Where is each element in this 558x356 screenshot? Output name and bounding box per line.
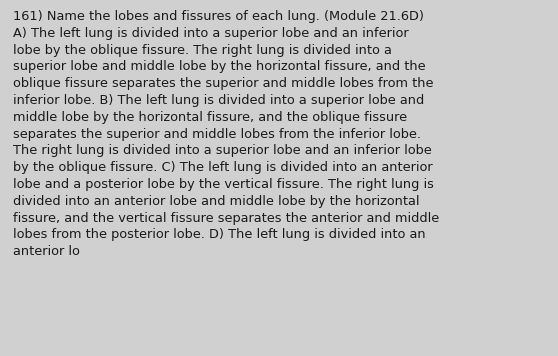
Text: 161) Name the lobes and fissures of each lung. (Module 21.6D)
A) The left lung i: 161) Name the lobes and fissures of each… <box>13 10 439 258</box>
